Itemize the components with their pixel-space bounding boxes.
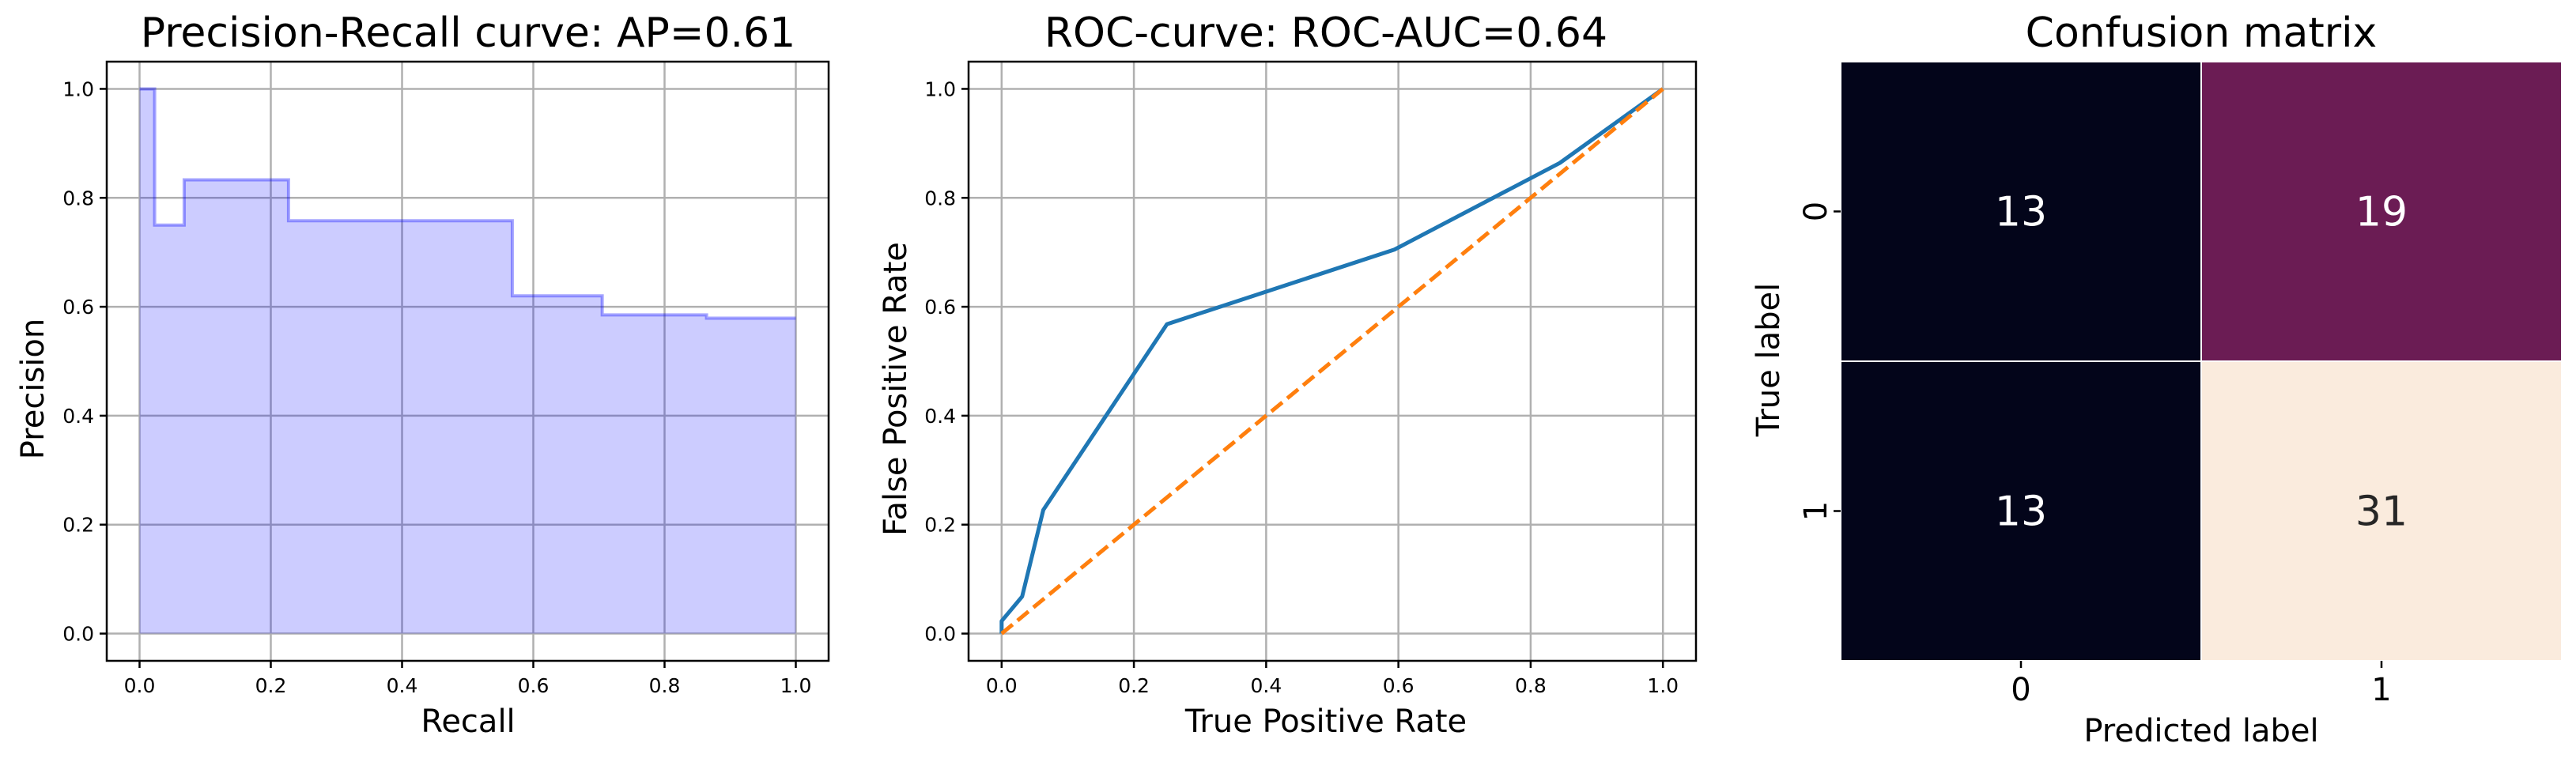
roc-ytick-label-2: 0.4	[924, 405, 956, 428]
cm-ytick-label-1: 1	[1798, 501, 1834, 521]
roc-ylabel: False Positive Rate	[878, 242, 914, 536]
roc-xlabel: True Positive Rate	[1184, 704, 1467, 740]
roc-title: ROC-curve: ROC-AUC=0.64	[1044, 9, 1607, 57]
pr-xtick-label-2: 0.4	[387, 674, 418, 697]
pr-xtick-label-4: 0.8	[649, 674, 681, 697]
roc-ytick-label-4: 0.8	[924, 187, 956, 209]
pr-ytick-label-2: 0.4	[62, 405, 94, 428]
roc-diagonal-line	[1000, 87, 1664, 636]
roc-xtick-label-1: 0.2	[1118, 674, 1150, 697]
pr-xtick-label-3: 0.6	[518, 674, 550, 697]
pr-ytick-label-5: 1.0	[62, 77, 94, 100]
roc-ytick-label-5: 1.0	[924, 77, 956, 100]
cm-xtick-label-1: 1	[2371, 672, 2391, 708]
cm-cell-value-0-1: 19	[2355, 189, 2408, 236]
roc-ytick-label-3: 0.6	[924, 296, 956, 319]
pr-xlabel: Recall	[421, 704, 515, 740]
roc-xtick-label-3: 0.6	[1383, 674, 1415, 697]
roc-xtick-label-4: 0.8	[1515, 674, 1547, 697]
roc-ytick-label-1: 0.2	[924, 514, 956, 537]
cm-cell-value-1-1: 31	[2355, 489, 2408, 536]
precision-recall-panel: Precision-Recall curve: AP=0.61 Recall P…	[15, 9, 830, 740]
cm-ytick-label-0: 0	[1798, 202, 1834, 221]
pr-step-line	[139, 87, 796, 320]
cm-cell-0-1	[2200, 61, 2563, 362]
pr-ytick-label-4: 0.8	[62, 187, 94, 209]
roc-ytick-label-0: 0.0	[924, 623, 956, 646]
pr-ytick-label-1: 0.2	[62, 514, 94, 537]
pr-xtick-label-0: 0.0	[124, 674, 156, 697]
cm-cell-value-1-0: 13	[1995, 489, 2047, 536]
pr-title: Precision-Recall curve: AP=0.61	[141, 9, 795, 57]
pr-area	[139, 89, 796, 634]
confusion-matrix-panel: Confusion matrix Predicted label True la…	[1751, 9, 2563, 749]
cm-cell-1-1	[2200, 360, 2563, 662]
pr-frame	[105, 60, 830, 662]
cm-xtick-label-0: 0	[2011, 672, 2030, 708]
cm-cell-0-0	[1840, 61, 2202, 362]
pr-ytick-label-0: 0.0	[62, 623, 94, 646]
roc-xtick-label-0: 0.0	[986, 674, 1018, 697]
roc-panel: ROC-curve: ROC-AUC=0.64 True Positive Ra…	[878, 9, 1698, 740]
cm-cell-1-0	[1840, 360, 2202, 662]
roc-curve-line	[999, 87, 1664, 634]
roc-frame	[967, 60, 1698, 662]
roc-xtick-label-2: 0.4	[1250, 674, 1282, 697]
cm-cell-value-0-0: 13	[1995, 189, 2047, 236]
pr-ylabel: Precision	[15, 319, 51, 459]
pr-xtick-label-5: 1.0	[780, 674, 812, 697]
cm-xlabel: Predicted label	[2083, 713, 2318, 749]
roc-xtick-label-5: 1.0	[1647, 674, 1679, 697]
pr-xtick-label-1: 0.2	[255, 674, 287, 697]
cm-ylabel: True label	[1751, 283, 1787, 437]
pr-ytick-label-3: 0.6	[62, 296, 94, 319]
cm-title: Confusion matrix	[2026, 9, 2378, 57]
